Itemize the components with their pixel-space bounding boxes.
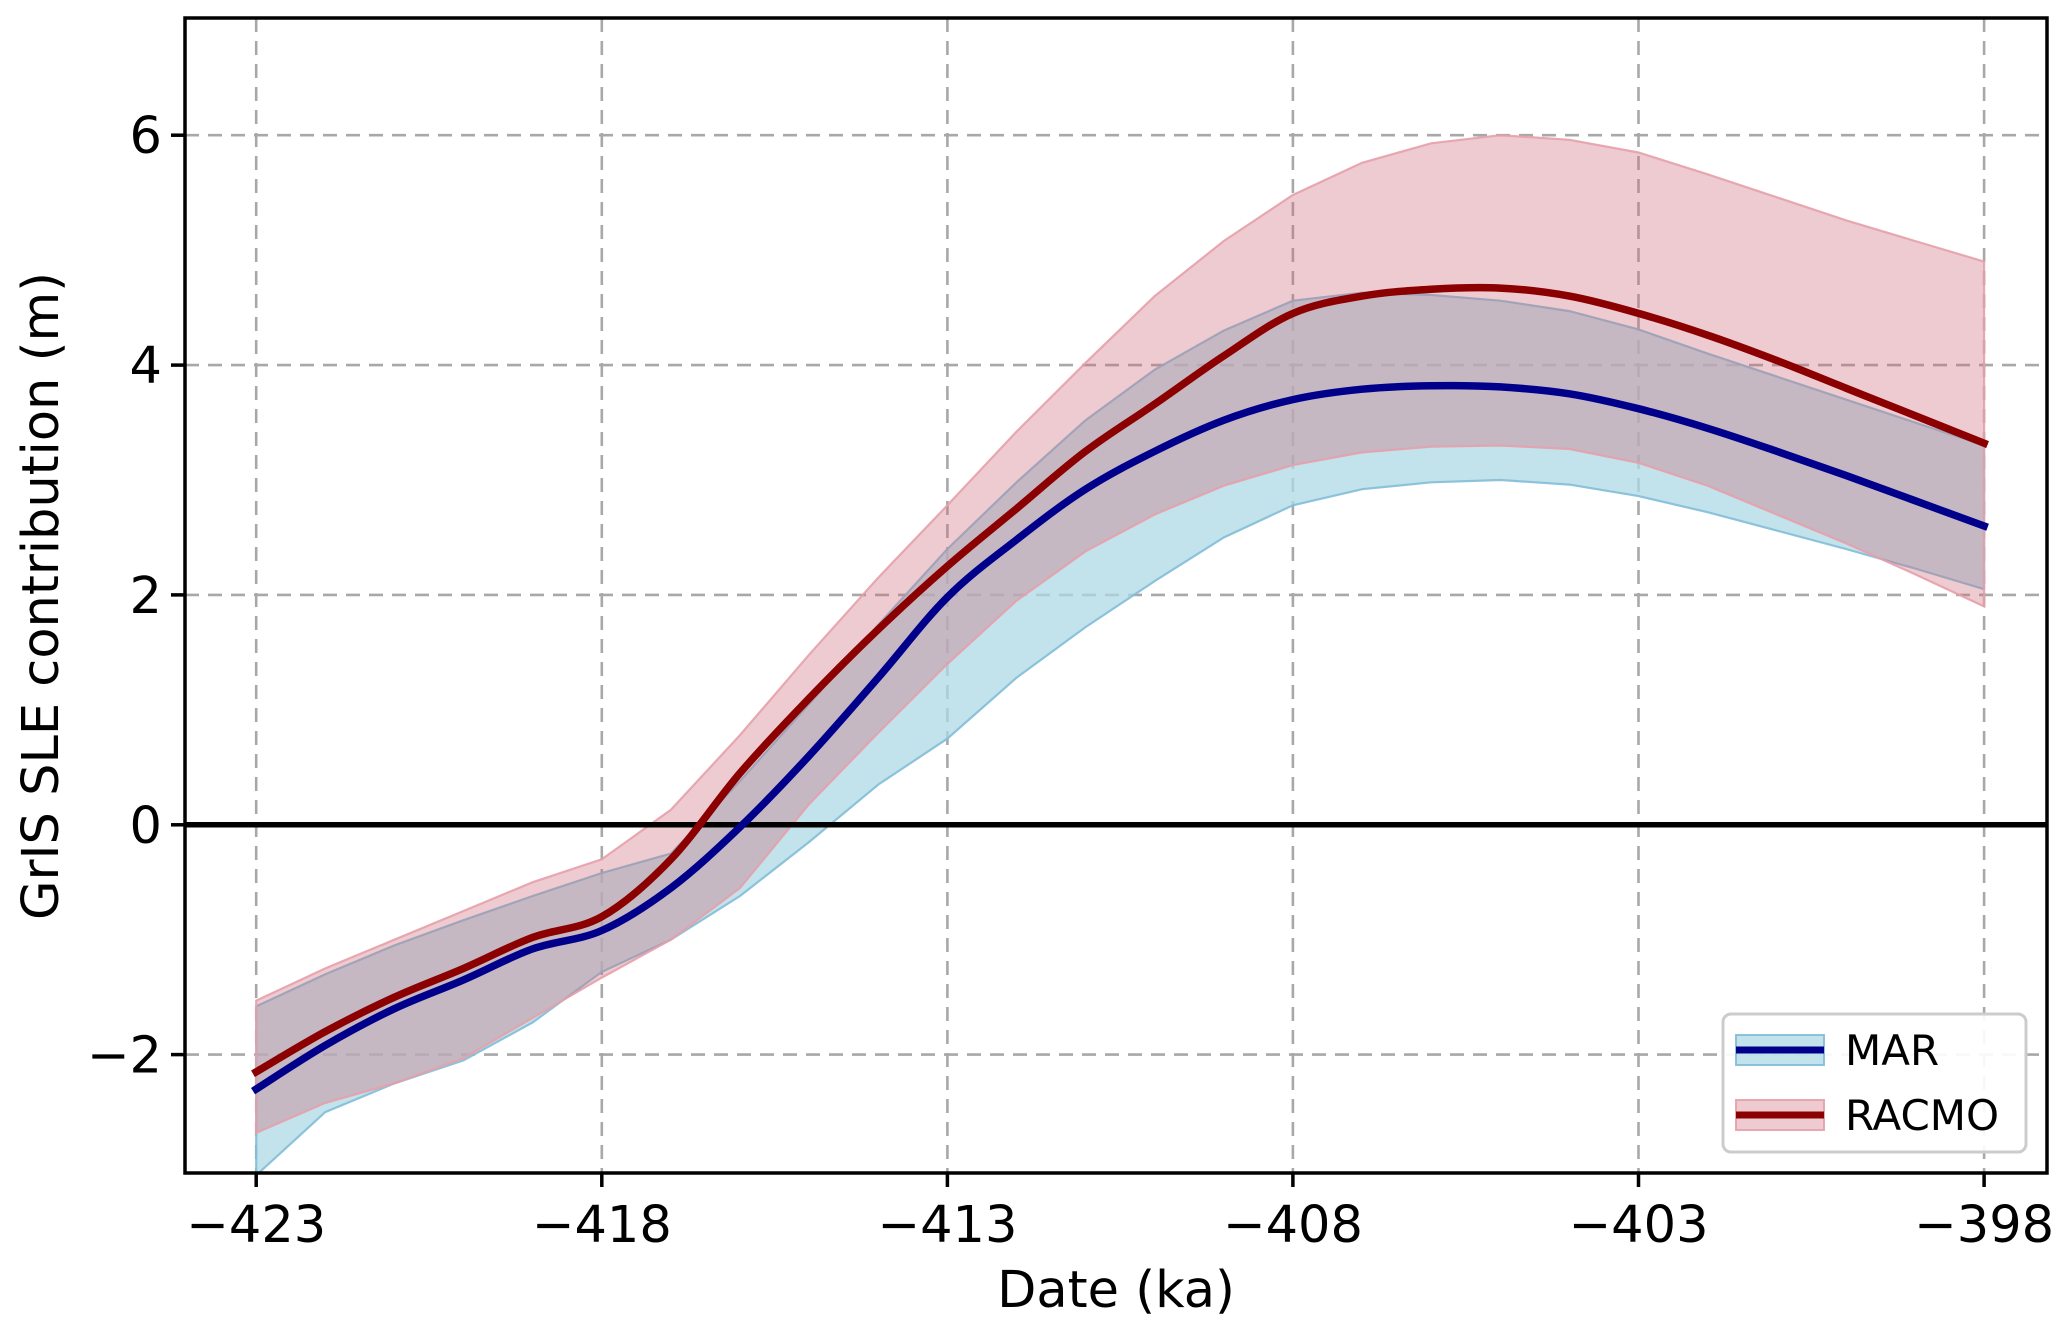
x-tick-label: −418 [532,1196,672,1255]
x-tick-label: −423 [186,1196,326,1255]
legend-label-mar: MAR [1845,1026,1939,1075]
x-tick-label: −398 [1914,1196,2054,1255]
tick-labels: −423 −418 −413 −408 −403 −398 −2 0 2 4 6 [87,107,2054,1255]
y-axis-label: GrIS SLE contribution (m) [12,272,71,920]
mar-line [251,381,1989,1095]
tick-marks [171,133,1986,1187]
legend: MAR RACMO [1721,1012,2028,1154]
y-tick-label: 6 [130,107,162,166]
x-tick-label: −403 [1568,1196,1708,1255]
y-tick-label: 2 [130,567,162,626]
legend-label-racmo: RACMO [1845,1091,1999,1140]
x-axis-label: Date (ka) [997,1261,1235,1320]
y-tick-label: 4 [130,337,162,396]
racmo-line [251,283,1989,1078]
y-tick-label: 0 [130,797,162,856]
racmo-uncertainty-band [255,134,1986,1135]
x-tick-label: −413 [877,1196,1017,1255]
y-tick-label: −2 [87,1027,162,1086]
series-lines [251,283,1989,1095]
x-tick-label: −408 [1223,1196,1363,1255]
